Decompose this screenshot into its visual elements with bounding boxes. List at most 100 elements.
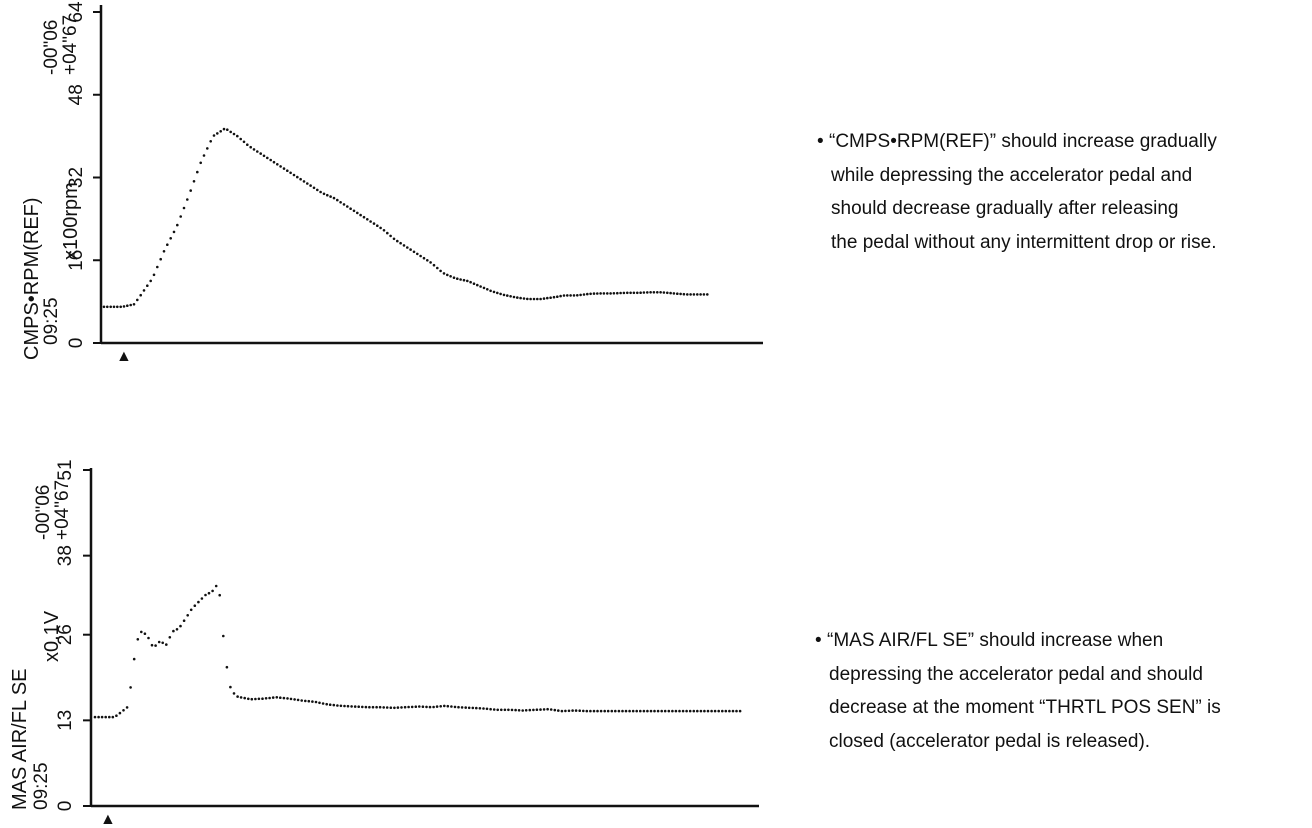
maf-data-point	[328, 703, 332, 706]
rpm-note-line-1: • “CMPS•RPM(REF)” should increase gradual…	[817, 125, 1217, 159]
maf-data-point	[467, 706, 471, 710]
maf-data-point	[635, 709, 638, 713]
maf-data-point	[685, 709, 688, 713]
rpm-data-point	[632, 291, 636, 295]
maf-data-point	[546, 707, 549, 711]
maf-data-point	[268, 696, 271, 700]
maf-data-point	[524, 709, 528, 712]
maf-data-point	[681, 709, 685, 713]
maf-data-point	[97, 715, 100, 719]
rpm-data-point	[432, 263, 436, 267]
maf-data-point	[482, 707, 485, 710]
maf-data-point	[435, 705, 439, 708]
maf-data-point	[628, 709, 631, 713]
maf-data-point	[674, 709, 678, 713]
maf-data-point	[300, 699, 304, 702]
maf-data-point	[717, 709, 720, 713]
rpm-data-point	[266, 156, 269, 160]
maf-data-point	[510, 708, 514, 712]
rpm-series	[102, 127, 709, 309]
rpm-data-point	[146, 284, 149, 288]
rpm-data-point	[459, 278, 462, 281]
rpm-data-point	[369, 220, 372, 223]
maf-note-line-2: depressing the accelerator pedal and sho…	[829, 663, 1203, 685]
rpm-data-point	[356, 211, 359, 215]
maf-data-point	[696, 709, 699, 713]
maf-data-point	[357, 705, 361, 708]
rpm-data-point	[596, 292, 599, 295]
rpm-data-point	[132, 303, 136, 306]
rpm-data-point	[646, 291, 649, 294]
maf-data-point	[621, 709, 624, 713]
maf-data-point	[706, 709, 710, 713]
maf-data-point	[500, 708, 503, 712]
rpm-data-point	[536, 297, 539, 301]
rpm-data-point	[399, 241, 402, 245]
rpm-data-point	[322, 192, 326, 196]
rpm-y-tick-label: 0	[66, 338, 87, 349]
maf-data-point	[453, 705, 457, 709]
rpm-data-point	[542, 297, 546, 300]
rpm-data-point	[176, 223, 179, 227]
rpm-data-point	[699, 293, 702, 296]
rpm-data-point	[342, 203, 346, 206]
maf-data-point	[692, 709, 696, 713]
rpm-data-point	[506, 294, 509, 297]
maf-data-point	[414, 705, 418, 708]
rpm-time-end-a: +04"67	[60, 15, 81, 75]
maf-data-point	[115, 714, 118, 717]
maf-data-point	[603, 709, 606, 713]
maf-data-point	[724, 709, 728, 713]
rpm-data-point	[629, 291, 632, 295]
maf-data-point	[713, 709, 717, 713]
rpm-data-point	[112, 305, 116, 309]
rpm-data-point	[312, 186, 316, 190]
maf-data-point	[410, 705, 414, 709]
maf-data-point	[385, 706, 389, 709]
maf-data-point	[457, 705, 460, 709]
maf-data-point	[122, 709, 125, 712]
maf-data-point	[710, 709, 713, 713]
rpm-data-point	[569, 294, 572, 297]
maf-start-marker: ▲	[100, 811, 116, 828]
maf-data-point	[738, 709, 742, 713]
maf-data-point	[446, 704, 450, 708]
maf-data-point	[542, 708, 546, 711]
rpm-data-point	[519, 296, 522, 300]
maf-data-point	[350, 705, 353, 708]
maf-data-point	[610, 709, 614, 713]
maf-data-point	[517, 709, 521, 712]
rpm-data-point	[402, 244, 406, 247]
maf-data-point	[168, 636, 172, 639]
maf-data-point	[425, 705, 428, 709]
maf-data-point	[653, 709, 656, 713]
maf-data-point	[443, 704, 446, 708]
maf-data-point	[364, 705, 368, 709]
maf-y-ticks: 0 13 26 38 51	[55, 459, 91, 811]
rpm-note-line-3: should decrease gradually after releasin…	[831, 198, 1179, 219]
rpm-data-point	[576, 294, 579, 297]
rpm-data-point	[679, 292, 682, 296]
rpm-data-point	[446, 273, 449, 277]
rpm-data-point	[255, 150, 259, 153]
maf-data-point	[339, 704, 343, 708]
rpm-data-point	[499, 292, 502, 296]
maf-data-point	[699, 709, 703, 713]
maf-y-tick-label: 26	[55, 624, 76, 645]
rpm-note-line-4: the pedal without any intermittent drop …	[831, 231, 1217, 253]
rpm-data-point	[226, 128, 229, 131]
rpm-data-point	[476, 283, 479, 287]
maf-chart: 0 13 26 38 51 MAS AIR/FL SE x0.1V 09:25 +04"…	[9, 459, 759, 828]
maf-data-point	[250, 697, 254, 701]
rpm-data-point	[406, 246, 409, 249]
rpm-data-point	[516, 296, 519, 299]
rpm-data-point	[186, 198, 189, 201]
rpm-data-point	[129, 303, 132, 307]
maf-note-bullet: •	[815, 630, 822, 651]
rpm-data-point	[566, 294, 569, 297]
maf-data-point	[343, 704, 346, 708]
rpm-data-point	[282, 167, 286, 170]
rpm-data-point	[539, 297, 542, 301]
maf-data-point	[325, 702, 329, 706]
maf-data-point	[143, 632, 147, 635]
